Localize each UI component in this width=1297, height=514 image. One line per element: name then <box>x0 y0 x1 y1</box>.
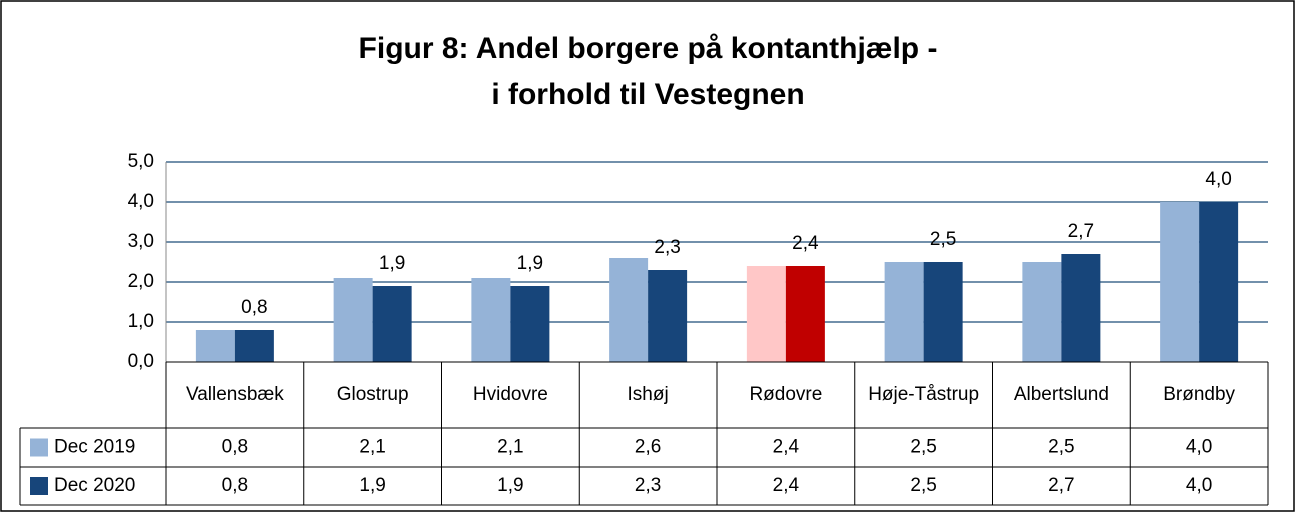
legend-label: Dec 2019 <box>54 437 135 458</box>
bar <box>1022 262 1062 362</box>
bar <box>234 330 274 362</box>
data-label: 2,7 <box>1068 221 1094 242</box>
table-cell: 2,6 <box>635 437 661 458</box>
data-label: 0,8 <box>241 297 267 318</box>
table-cell: 2,5 <box>1048 437 1074 458</box>
bar <box>1061 254 1101 362</box>
bar <box>1199 202 1239 362</box>
bar <box>195 330 235 362</box>
bar <box>746 266 786 362</box>
bar <box>372 286 412 362</box>
x-tick-label: Glostrup <box>337 384 409 405</box>
x-tick-label: Høje-Tåstrup <box>868 384 979 405</box>
bar <box>785 266 825 362</box>
legend-swatch <box>30 438 48 457</box>
data-label: 2,3 <box>654 237 680 258</box>
table-cell: 2,1 <box>497 437 523 458</box>
y-tick-label: 3,0 <box>128 231 154 252</box>
table-cell: 0,8 <box>222 475 248 496</box>
y-tick-label: 2,0 <box>128 271 154 292</box>
chart-title: i forhold til Vestegnen <box>491 78 804 111</box>
table-cell: 2,4 <box>773 475 800 496</box>
table-cell: 2,5 <box>910 475 936 496</box>
x-tick-label: Ishøj <box>628 384 669 405</box>
table-cell: 1,9 <box>497 475 523 496</box>
bar <box>609 258 649 362</box>
table-cell: 1,9 <box>359 475 385 496</box>
bar <box>510 286 550 362</box>
table-cell: 0,8 <box>222 437 248 458</box>
data-label: 1,9 <box>517 253 543 274</box>
table-cell: 2,5 <box>910 437 936 458</box>
y-tick-label: 0,0 <box>128 351 154 372</box>
table-cell: 2,7 <box>1048 475 1074 496</box>
x-tick-label: Brøndby <box>1163 384 1235 405</box>
x-tick-label: Albertslund <box>1014 384 1109 405</box>
table-cell: 2,1 <box>359 437 385 458</box>
bar <box>923 262 963 362</box>
bar <box>471 278 511 362</box>
bar <box>884 262 924 362</box>
y-tick-label: 1,0 <box>128 311 154 332</box>
data-label: 1,9 <box>379 253 405 274</box>
bar <box>1160 202 1200 362</box>
y-tick-label: 5,0 <box>128 151 154 172</box>
table-cell: 2,4 <box>773 437 800 458</box>
data-label: 2,5 <box>930 229 956 250</box>
bar <box>648 270 688 362</box>
x-tick-label: Vallensbæk <box>186 384 284 405</box>
data-label: 4,0 <box>1205 169 1231 190</box>
data-label: 2,4 <box>792 233 819 254</box>
table-cell: 4,0 <box>1186 475 1212 496</box>
legend-label: Dec 2020 <box>54 475 135 496</box>
x-tick-label: Hvidovre <box>473 384 548 405</box>
y-tick-label: 4,0 <box>128 191 154 212</box>
x-tick-label: Rødovre <box>749 384 822 405</box>
bar <box>333 278 373 362</box>
legend-swatch <box>30 477 48 495</box>
table-cell: 4,0 <box>1186 437 1212 458</box>
chart-title: Figur 8: Andel borgere på kontanthjælp - <box>359 32 938 65</box>
table-cell: 2,3 <box>635 475 661 496</box>
